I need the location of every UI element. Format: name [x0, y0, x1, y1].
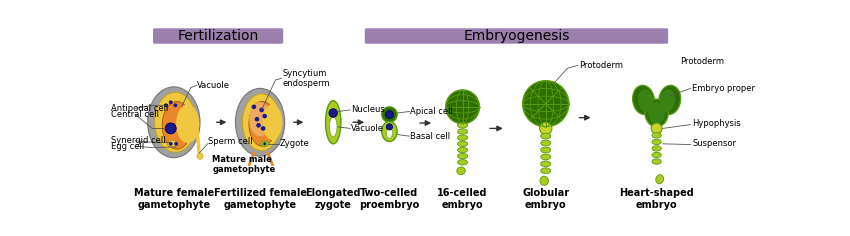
Ellipse shape — [660, 89, 675, 112]
Ellipse shape — [653, 85, 660, 95]
Ellipse shape — [242, 94, 280, 151]
Text: Protoderm: Protoderm — [579, 61, 623, 70]
Ellipse shape — [653, 85, 660, 95]
Text: Egg cell: Egg cell — [110, 142, 144, 151]
Text: Zygote: Zygote — [280, 139, 309, 148]
Circle shape — [261, 126, 265, 131]
Ellipse shape — [148, 87, 200, 158]
Text: Syncytium
endosperm: Syncytium endosperm — [282, 69, 330, 88]
Ellipse shape — [326, 101, 341, 144]
Circle shape — [255, 117, 259, 122]
Circle shape — [169, 100, 173, 104]
Text: Globular
embryo: Globular embryo — [522, 189, 570, 210]
Ellipse shape — [329, 117, 337, 137]
Ellipse shape — [541, 161, 551, 167]
Circle shape — [386, 111, 394, 118]
Ellipse shape — [162, 101, 191, 149]
Ellipse shape — [457, 135, 468, 140]
Ellipse shape — [652, 152, 661, 158]
Circle shape — [259, 108, 264, 112]
Text: Basal cell: Basal cell — [411, 132, 451, 141]
Circle shape — [387, 124, 393, 130]
Text: Sperm cell: Sperm cell — [208, 137, 253, 146]
Ellipse shape — [457, 160, 468, 165]
Ellipse shape — [632, 85, 654, 114]
Circle shape — [445, 90, 479, 124]
Ellipse shape — [541, 168, 551, 174]
Circle shape — [256, 123, 261, 128]
Ellipse shape — [457, 129, 468, 134]
Ellipse shape — [249, 101, 276, 146]
Text: Nucleus: Nucleus — [351, 105, 385, 114]
Text: Antipodal cell: Antipodal cell — [110, 104, 168, 113]
Text: Heart-shaped
embryo: Heart-shaped embryo — [620, 189, 694, 210]
Text: Embryogenesis: Embryogenesis — [463, 29, 570, 43]
FancyBboxPatch shape — [365, 28, 668, 44]
Ellipse shape — [261, 141, 269, 147]
Text: Vacuole: Vacuole — [351, 124, 384, 133]
Text: Protoderm: Protoderm — [680, 57, 723, 66]
Ellipse shape — [382, 122, 397, 142]
Text: Elongated
zygote: Elongated zygote — [305, 189, 361, 210]
Ellipse shape — [249, 102, 271, 136]
Text: Apical cell: Apical cell — [411, 107, 453, 116]
Circle shape — [651, 123, 662, 134]
Text: Synergid cell: Synergid cell — [110, 136, 165, 145]
Ellipse shape — [656, 175, 664, 184]
Text: Hypophysis: Hypophysis — [692, 119, 741, 128]
Ellipse shape — [541, 133, 551, 139]
Ellipse shape — [457, 141, 468, 147]
Text: Mature male
gametophyte: Mature male gametophyte — [212, 155, 275, 174]
Ellipse shape — [652, 133, 661, 138]
Text: Suspensor: Suspensor — [692, 139, 736, 148]
Circle shape — [263, 114, 267, 118]
Circle shape — [523, 81, 569, 127]
Ellipse shape — [387, 128, 393, 139]
Circle shape — [166, 123, 176, 134]
Ellipse shape — [540, 176, 548, 185]
Ellipse shape — [457, 123, 468, 128]
Ellipse shape — [652, 146, 661, 151]
Text: Vacuole: Vacuole — [197, 81, 230, 90]
Circle shape — [252, 105, 256, 109]
Text: Mature female
gametophyte: Mature female gametophyte — [133, 189, 214, 210]
Circle shape — [264, 142, 266, 145]
Ellipse shape — [167, 140, 177, 148]
Ellipse shape — [649, 102, 665, 124]
Ellipse shape — [155, 92, 196, 152]
Ellipse shape — [541, 140, 551, 146]
Ellipse shape — [457, 153, 468, 159]
Circle shape — [164, 103, 168, 107]
Ellipse shape — [541, 154, 551, 160]
Ellipse shape — [645, 99, 668, 127]
Text: Embryo proper: Embryo proper — [692, 84, 755, 93]
Ellipse shape — [652, 159, 661, 164]
Circle shape — [174, 142, 178, 146]
Ellipse shape — [263, 105, 282, 140]
Ellipse shape — [382, 107, 397, 122]
Text: Two-celled
proembryo: Two-celled proembryo — [360, 189, 420, 210]
FancyBboxPatch shape — [153, 28, 283, 44]
Circle shape — [540, 122, 552, 135]
Circle shape — [197, 153, 203, 159]
Ellipse shape — [176, 105, 199, 143]
Text: Fertilized female
gametophyte: Fertilized female gametophyte — [213, 189, 307, 210]
Ellipse shape — [638, 89, 654, 112]
Ellipse shape — [457, 147, 468, 153]
Circle shape — [173, 103, 178, 107]
Ellipse shape — [541, 147, 551, 153]
Ellipse shape — [659, 85, 681, 114]
Ellipse shape — [652, 139, 661, 145]
Text: 16-celled
embryo: 16-celled embryo — [437, 189, 488, 210]
Ellipse shape — [456, 167, 465, 175]
Circle shape — [329, 109, 337, 117]
Text: Central cell: Central cell — [110, 110, 159, 119]
Text: Fertilization: Fertilization — [178, 29, 259, 43]
Ellipse shape — [235, 88, 285, 156]
Circle shape — [169, 142, 173, 146]
